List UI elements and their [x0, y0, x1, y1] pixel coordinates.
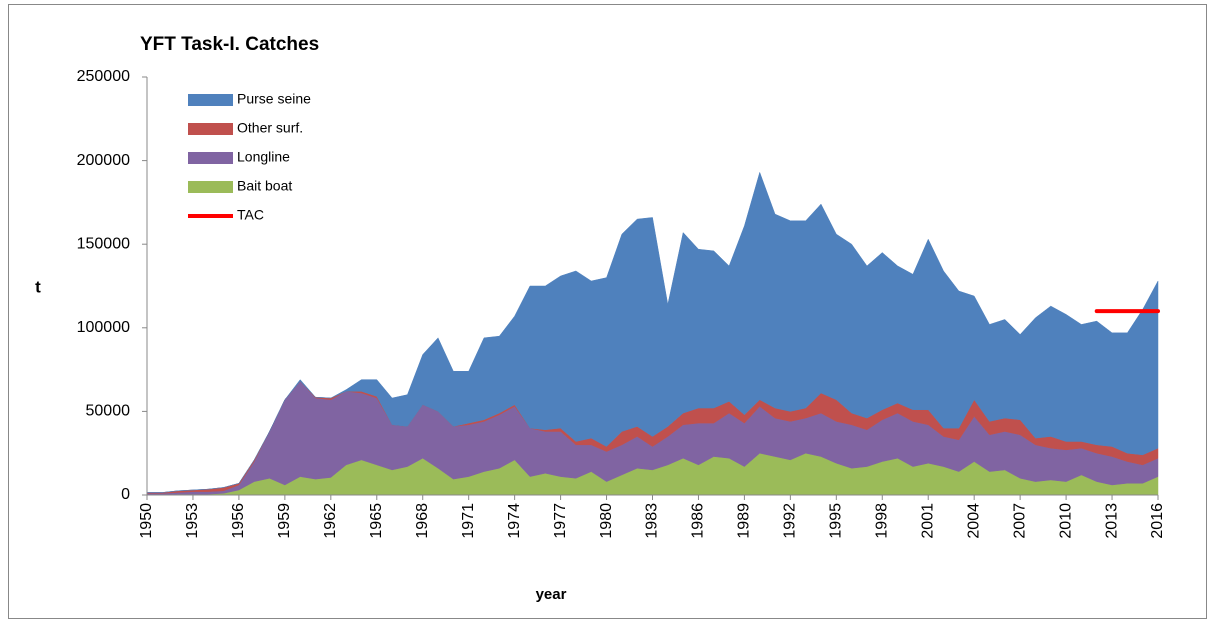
- x-tick-label: 1989: [736, 503, 753, 539]
- legend-swatch: [188, 123, 233, 135]
- legend-swatch: [188, 94, 233, 106]
- x-tick-label: 2004: [965, 503, 982, 539]
- y-axis-label: t: [35, 277, 41, 296]
- x-tick-label: 1962: [322, 503, 339, 539]
- y-tick-label: 50000: [86, 403, 131, 420]
- x-axis-label: year: [536, 586, 567, 603]
- chart-title: YFT Task-I. Catches: [140, 34, 319, 55]
- x-tick-label: 2007: [1011, 503, 1028, 539]
- x-tick-label: 1968: [414, 503, 431, 539]
- area: [147, 171, 1159, 493]
- x-tick-label: 2010: [1057, 503, 1074, 539]
- x-tick-label: 1977: [552, 503, 569, 539]
- y-tick-label: 250000: [77, 68, 130, 85]
- x-tick-label: 1974: [506, 503, 523, 539]
- x-tick-label: 2016: [1149, 503, 1166, 539]
- legend-label: Other surf.: [237, 120, 303, 136]
- x-tick-label: 1959: [276, 503, 293, 539]
- legend-swatch: [188, 152, 233, 164]
- x-tick-label: 1986: [690, 503, 707, 539]
- legend-label: Bait boat: [237, 178, 292, 194]
- y-tick-label: 0: [121, 486, 130, 503]
- legend-label: Purse seine: [237, 91, 311, 107]
- x-tick-label: 1971: [460, 503, 477, 539]
- x-tick-label: 1998: [873, 503, 890, 539]
- y-tick-label: 100000: [77, 319, 130, 336]
- x-tick-label: 1983: [644, 503, 661, 539]
- legend-swatch: [188, 181, 233, 193]
- y-tick-label: 200000: [77, 152, 130, 169]
- legend-label: TAC: [237, 207, 264, 223]
- x-tick-label: 2001: [919, 503, 936, 539]
- x-tick-label: 1980: [598, 503, 615, 539]
- legend-label: Longline: [237, 149, 290, 165]
- x-tick-label: 1950: [138, 503, 155, 539]
- x-tick-label: 2013: [1103, 503, 1120, 539]
- x-tick-label: 1953: [184, 503, 201, 539]
- x-tick-label: 1995: [828, 503, 845, 539]
- y-tick-label: 150000: [77, 235, 130, 252]
- x-tick-label: 1956: [230, 503, 247, 539]
- x-tick-label: 1992: [782, 503, 799, 539]
- x-tick-label: 1965: [368, 503, 385, 539]
